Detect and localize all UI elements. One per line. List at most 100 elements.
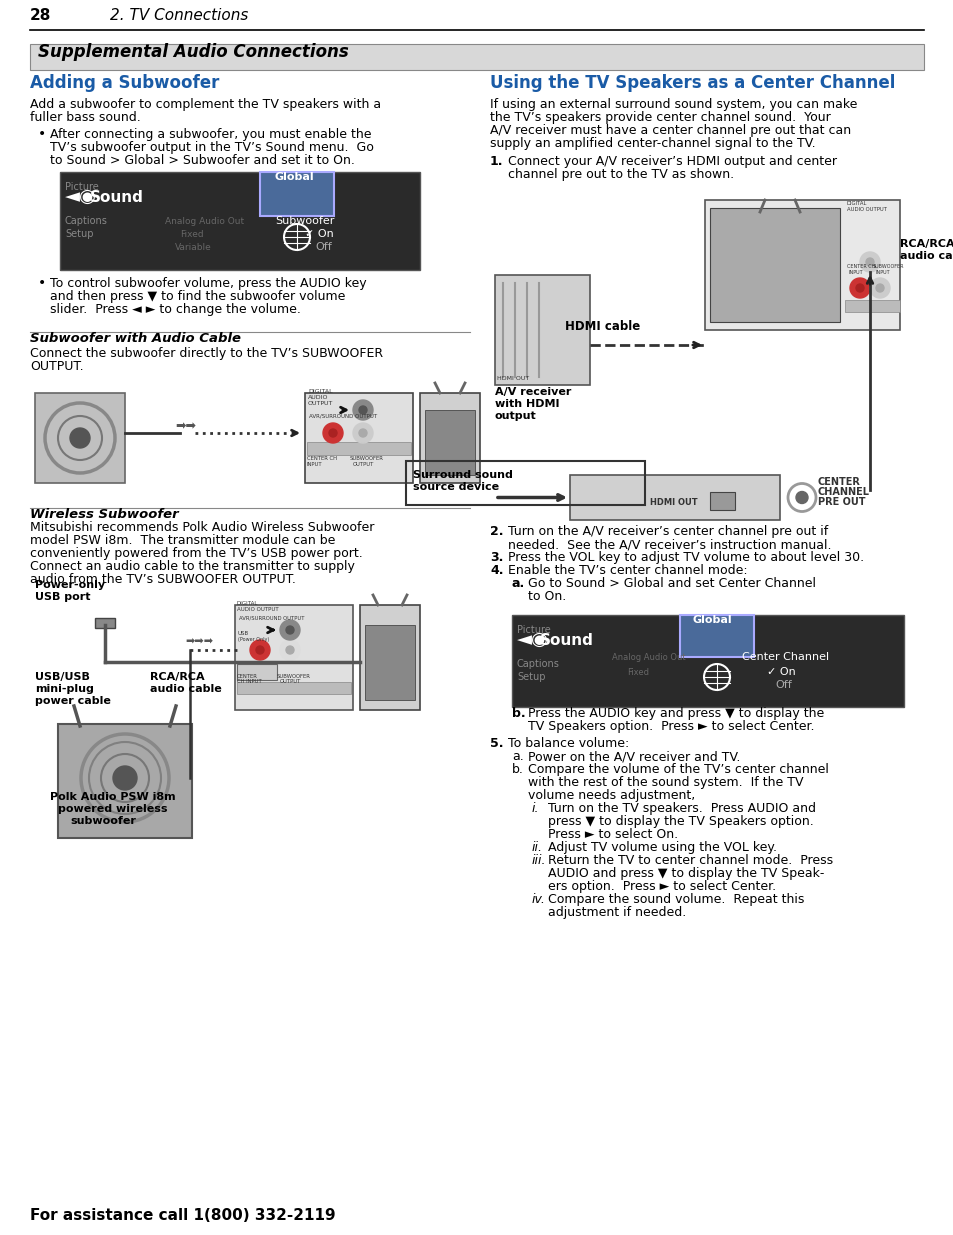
Circle shape bbox=[353, 400, 373, 420]
Text: power cable: power cable bbox=[35, 697, 111, 706]
Circle shape bbox=[280, 640, 299, 659]
Text: Variable: Variable bbox=[174, 243, 212, 252]
Text: INPUT: INPUT bbox=[848, 270, 862, 275]
Text: mini-plug: mini-plug bbox=[35, 684, 93, 694]
Text: with HDMI: with HDMI bbox=[495, 399, 558, 409]
Circle shape bbox=[286, 626, 294, 634]
FancyBboxPatch shape bbox=[30, 44, 923, 70]
Text: PRE OUT: PRE OUT bbox=[817, 496, 864, 508]
Text: Picture: Picture bbox=[65, 182, 99, 191]
Text: adjustment if needed.: adjustment if needed. bbox=[547, 906, 685, 919]
Text: To balance volume:: To balance volume: bbox=[507, 737, 629, 750]
Text: slider.  Press ◄ ► to change the volume.: slider. Press ◄ ► to change the volume. bbox=[50, 303, 300, 316]
Text: Press the VOL key to adjust TV volume to about level 30.: Press the VOL key to adjust TV volume to… bbox=[507, 551, 863, 564]
Circle shape bbox=[112, 766, 137, 790]
Text: OUTPUT.: OUTPUT. bbox=[30, 359, 84, 373]
Text: conveniently powered from the TV’s USB power port.: conveniently powered from the TV’s USB p… bbox=[30, 547, 362, 559]
FancyBboxPatch shape bbox=[236, 664, 276, 680]
Text: Power-only: Power-only bbox=[35, 580, 105, 590]
Text: HDMI OUT: HDMI OUT bbox=[497, 375, 529, 382]
Text: Press ► to select On.: Press ► to select On. bbox=[547, 827, 678, 841]
Text: iii.: iii. bbox=[532, 853, 546, 867]
Text: CENTER CH: CENTER CH bbox=[846, 264, 875, 269]
Text: ✓ On: ✓ On bbox=[766, 667, 795, 677]
Text: DIGITAL: DIGITAL bbox=[236, 601, 258, 606]
Text: press ▼ to display the TV Speakers option.: press ▼ to display the TV Speakers optio… bbox=[547, 815, 813, 827]
Text: Fixed: Fixed bbox=[626, 668, 648, 677]
FancyBboxPatch shape bbox=[569, 475, 780, 520]
Text: b.: b. bbox=[512, 706, 525, 720]
Text: ➡➡➡: ➡➡➡ bbox=[185, 637, 213, 647]
Text: Sound: Sound bbox=[539, 634, 594, 648]
Text: CHANNEL: CHANNEL bbox=[817, 487, 869, 496]
Text: Picture: Picture bbox=[517, 625, 550, 635]
Circle shape bbox=[358, 406, 367, 414]
Text: •: • bbox=[38, 275, 46, 290]
Text: Connect an audio cable to the transmitter to supply: Connect an audio cable to the transmitte… bbox=[30, 559, 355, 573]
Circle shape bbox=[255, 646, 264, 655]
Text: ✓ On: ✓ On bbox=[305, 228, 334, 240]
FancyBboxPatch shape bbox=[307, 442, 411, 454]
Text: Mitsubishi recommends Polk Audio Wireless Subwoofer: Mitsubishi recommends Polk Audio Wireles… bbox=[30, 521, 374, 534]
Text: (Power Only): (Power Only) bbox=[237, 637, 269, 642]
FancyBboxPatch shape bbox=[844, 300, 899, 312]
Text: Supplemental Audio Connections: Supplemental Audio Connections bbox=[38, 43, 349, 61]
Text: Wireless Subwoofer: Wireless Subwoofer bbox=[30, 508, 178, 521]
Text: OUTPUT: OUTPUT bbox=[308, 401, 333, 406]
Text: HDMI OUT: HDMI OUT bbox=[649, 498, 697, 508]
Text: i.: i. bbox=[532, 802, 539, 815]
Circle shape bbox=[280, 620, 299, 640]
Text: AUDIO OUTPUT: AUDIO OUTPUT bbox=[846, 207, 886, 212]
Text: TV’s subwoofer output in the TV’s Sound menu.  Go: TV’s subwoofer output in the TV’s Sound … bbox=[50, 141, 374, 154]
FancyBboxPatch shape bbox=[58, 724, 192, 839]
Text: Captions: Captions bbox=[517, 659, 559, 669]
Text: Analog Audio Out: Analog Audio Out bbox=[165, 217, 244, 226]
Text: SUBWOOFER: SUBWOOFER bbox=[276, 674, 311, 679]
Text: RCA/RCA: RCA/RCA bbox=[150, 672, 204, 682]
Text: If using an external surround sound system, you can make: If using an external surround sound syst… bbox=[490, 98, 857, 111]
Text: Connect your A/V receiver’s HDMI output and center: Connect your A/V receiver’s HDMI output … bbox=[507, 156, 836, 168]
Text: INPUT: INPUT bbox=[875, 270, 890, 275]
Text: ii.: ii. bbox=[532, 841, 542, 853]
Text: CH INPUT: CH INPUT bbox=[236, 679, 261, 684]
Text: After connecting a subwoofer, you must enable the: After connecting a subwoofer, you must e… bbox=[50, 128, 371, 141]
Text: Polk Audio PSW i8m: Polk Audio PSW i8m bbox=[50, 792, 175, 802]
Text: fuller bass sound.: fuller bass sound. bbox=[30, 111, 141, 124]
FancyBboxPatch shape bbox=[236, 682, 351, 694]
Circle shape bbox=[323, 424, 343, 443]
Text: Global: Global bbox=[274, 172, 314, 182]
Text: Connect the subwoofer directly to the TV’s SUBWOOFER: Connect the subwoofer directly to the TV… bbox=[30, 347, 383, 359]
Text: AVR/SURROUND OUTPUT: AVR/SURROUND OUTPUT bbox=[239, 616, 304, 621]
Text: audio cable: audio cable bbox=[150, 684, 221, 694]
Text: Compare the sound volume.  Repeat this: Compare the sound volume. Repeat this bbox=[547, 893, 803, 906]
FancyBboxPatch shape bbox=[704, 200, 899, 330]
Text: HDMI cable: HDMI cable bbox=[564, 320, 639, 333]
Text: Captions: Captions bbox=[65, 216, 108, 226]
Text: CENTER: CENTER bbox=[236, 674, 257, 679]
Text: supply an amplified center-channel signal to the TV.: supply an amplified center-channel signa… bbox=[490, 137, 815, 149]
FancyBboxPatch shape bbox=[234, 605, 353, 710]
Text: Go to Sound > Global and set Center Channel: Go to Sound > Global and set Center Chan… bbox=[527, 577, 815, 590]
Text: Turn on the TV speakers.  Press AUDIO and: Turn on the TV speakers. Press AUDIO and bbox=[547, 802, 815, 815]
Text: ➡➡: ➡➡ bbox=[174, 420, 195, 433]
Text: 2. TV Connections: 2. TV Connections bbox=[110, 7, 248, 23]
Text: Analog Audio Out: Analog Audio Out bbox=[612, 653, 685, 662]
Text: Surround sound: Surround sound bbox=[413, 471, 513, 480]
Circle shape bbox=[795, 492, 807, 504]
Text: DIGITAL: DIGITAL bbox=[846, 201, 866, 206]
Text: SUBWOOFER: SUBWOOFER bbox=[350, 456, 383, 461]
Text: USB port: USB port bbox=[35, 592, 91, 601]
Text: Return the TV to center channel mode.  Press: Return the TV to center channel mode. Pr… bbox=[547, 853, 832, 867]
Text: AUDIO OUTPUT: AUDIO OUTPUT bbox=[236, 606, 278, 613]
FancyBboxPatch shape bbox=[359, 605, 419, 710]
Text: For assistance call 1(800) 332-2119: For assistance call 1(800) 332-2119 bbox=[30, 1208, 335, 1223]
Circle shape bbox=[859, 252, 879, 272]
FancyBboxPatch shape bbox=[35, 393, 125, 483]
Text: Using the TV Speakers as a Center Channel: Using the TV Speakers as a Center Channe… bbox=[490, 74, 895, 91]
FancyBboxPatch shape bbox=[419, 393, 479, 483]
Text: Adjust TV volume using the VOL key.: Adjust TV volume using the VOL key. bbox=[547, 841, 776, 853]
Text: AVR/SURROUND OUTPUT: AVR/SURROUND OUTPUT bbox=[309, 414, 376, 419]
Circle shape bbox=[353, 424, 373, 443]
Text: to On.: to On. bbox=[527, 590, 566, 603]
Circle shape bbox=[70, 429, 90, 448]
